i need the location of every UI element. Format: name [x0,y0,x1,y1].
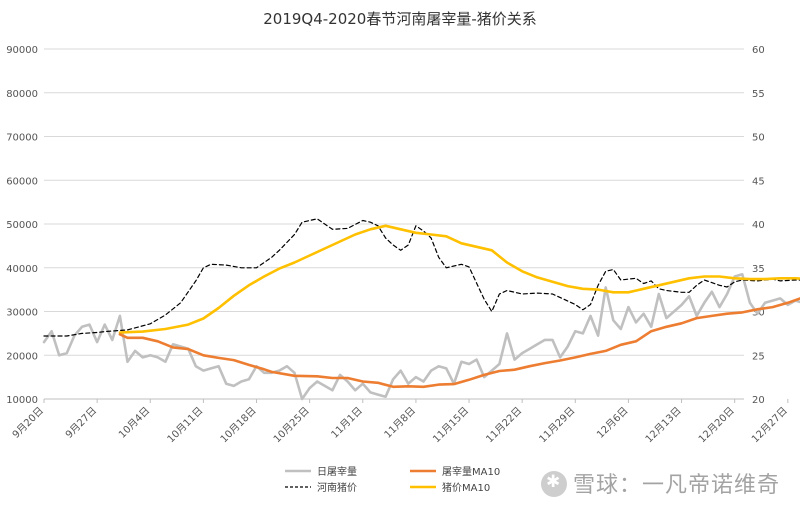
legend-label: 猪价MA10 [442,482,490,494]
x-tick-label: 11月22日 [484,405,525,446]
x-tick-label: 11月15日 [431,405,472,446]
x-tick-label: 12月27日 [749,405,790,446]
chart-title: 2019Q4-2020春节河南屠宰量-猪价关系 [263,10,537,28]
y-left-tick-label: 70000 [6,133,38,144]
x-tick-label: 10月11日 [165,405,206,446]
y-right-tick-label: 55 [752,89,765,100]
y-right-tick-label: 25 [752,351,765,362]
legend: 日屠宰量 屠宰量MA10 河南猪价 猪价MA10 [285,465,500,494]
y-left-tick-label: 30000 [6,308,38,319]
x-tick-label: 11月1日 [329,405,365,441]
x-tick-label: 12月20日 [696,405,737,446]
gridlines [44,48,744,400]
y-left-tick-label: 80000 [6,89,38,100]
snowball-logo-icon [540,471,567,497]
y-left-tick-label: 50000 [6,220,38,231]
y-right-tick-label: 20 [752,395,765,406]
y-left-tick-label: 90000 [6,45,38,56]
legend-label: 日屠宰量 [317,465,357,478]
y-left-tick-label: 40000 [6,264,38,275]
series-lines [42,218,800,401]
series-line-2 [118,297,800,389]
x-tick-label: 12月13日 [643,405,684,446]
x-tick-label: 9月20日 [10,405,46,441]
y-axis-left: 10000 20000 30000 40000 50000 60000 70000 80000… [6,45,38,406]
legend-label: 屠宰量MA10 [442,465,500,478]
series-line-1 [43,218,800,337]
y-right-tick-label: 45 [752,176,765,187]
y-left-tick-label: 10000 [6,395,38,406]
series-line-0 [42,273,800,401]
y-right-tick-label: 35 [752,264,765,275]
x-tick-label: 11月8日 [382,405,418,441]
y-left-tick-label: 60000 [6,176,38,187]
watermark: 雪球：一凡帝诺维奇 [540,467,780,499]
legend-label: 河南猪价 [317,481,357,494]
y-right-tick-label: 40 [752,220,765,231]
x-tick-label: 10月25日 [271,405,312,446]
x-axis: 9月20日 9月27日 10月4日 10月11日 10月18日 10月25日 11月1日 11… [10,398,790,446]
x-tick-label: 9月27日 [63,405,99,441]
series-line-3 [118,224,800,334]
x-tick-label: 11月29日 [537,405,578,446]
y-right-tick-label: 60 [752,45,765,56]
x-tick-label: 10月4日 [116,405,152,441]
y-right-tick-label: 50 [752,133,765,144]
x-tick-label: 12月6日 [594,405,630,441]
x-tick-label: 10月18日 [218,405,259,446]
y-left-tick-label: 20000 [6,351,38,362]
